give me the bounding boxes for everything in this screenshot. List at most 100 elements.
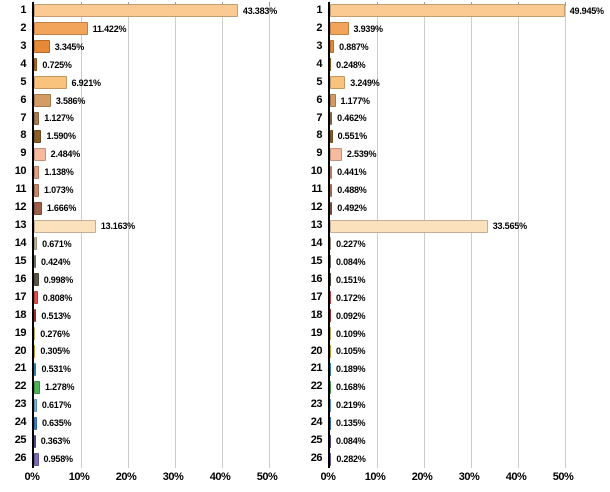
chart-row: 0.282%	[330, 450, 610, 468]
grid-line	[175, 2, 176, 468]
category-label: 20	[310, 344, 323, 357]
category-label: 17	[310, 290, 323, 303]
x-axis-labels: 0% 10% 20% 30% 40% 50%	[25, 471, 290, 487]
grid-line	[518, 2, 519, 468]
bar	[330, 255, 331, 269]
category-label: 23	[310, 398, 323, 411]
chart-row: 0.092%	[330, 307, 610, 325]
grid-line	[424, 2, 425, 468]
category-label: 23	[14, 398, 27, 411]
x-axis-tick-label: 40%	[209, 471, 231, 483]
value-label: 0.172%	[336, 292, 366, 303]
category-label: 16	[14, 272, 27, 285]
category-label: 4	[20, 57, 26, 70]
bar	[34, 58, 38, 72]
bar	[330, 380, 331, 394]
category-label: 10	[14, 165, 27, 178]
category-label: 8	[20, 129, 26, 142]
value-label: 0.958%	[43, 454, 74, 464]
category-label: 24	[310, 416, 323, 429]
bar	[330, 165, 333, 179]
value-label: 1.590%	[46, 131, 76, 142]
value-label: 49.945%	[569, 5, 604, 16]
chart-row: 0.168%	[330, 378, 610, 396]
bar	[34, 362, 37, 376]
category-label: 19	[14, 326, 27, 339]
bar	[34, 201, 42, 215]
bar	[34, 291, 38, 305]
category-label: 2	[316, 21, 322, 34]
value-label: 2.539%	[346, 149, 377, 160]
x-axis-tick-label: 0%	[24, 471, 40, 483]
x-axis-tick-label: 20%	[411, 471, 433, 483]
value-label: 0.305%	[40, 346, 70, 357]
chart-row: 11.422%	[34, 20, 290, 38]
value-label: 0.635%	[41, 418, 72, 429]
chart-row: 0.172%	[330, 289, 610, 307]
value-label: 1.278%	[45, 382, 75, 393]
chart-row: 0.635%	[34, 414, 290, 432]
category-label: 11	[311, 183, 322, 196]
value-label: 0.276%	[40, 328, 70, 339]
value-label: 1.138%	[44, 167, 74, 178]
chart-row: 0.462%	[330, 110, 610, 128]
bar	[330, 76, 346, 90]
chart-row: 49.945%	[330, 2, 610, 20]
category-label: 1	[316, 4, 322, 16]
chart-row: 0.248%	[330, 56, 610, 74]
grid-line	[222, 2, 223, 468]
value-label: 0.189%	[336, 364, 366, 375]
chart-row: 3.939%	[330, 20, 610, 38]
chart-row: 2.539%	[330, 145, 610, 163]
category-label: 21	[14, 362, 27, 375]
axis-tick	[471, 2, 472, 6]
x-axis-labels: 0% 10% 20% 30% 40% 50%	[321, 471, 610, 487]
category-label: 26	[310, 452, 323, 465]
category-label: 14	[14, 236, 27, 249]
bar	[330, 362, 331, 376]
category-label: 18	[310, 308, 323, 321]
chart-row: 0.135%	[330, 414, 610, 432]
value-label: 0.084%	[336, 256, 366, 267]
bar	[34, 4, 238, 18]
category-label: 26	[14, 452, 27, 465]
grid-line	[377, 2, 378, 468]
bar	[34, 434, 36, 448]
value-label: 0.219%	[336, 400, 366, 411]
value-label: 0.725%	[42, 59, 72, 70]
bar	[330, 94, 336, 108]
bar	[34, 219, 96, 233]
value-label: 0.135%	[336, 418, 366, 429]
x-axis-tick-label: 30%	[162, 471, 184, 483]
chart-row: 43.383%	[34, 2, 290, 20]
bar	[34, 165, 40, 179]
chart-row: 0.305%	[34, 343, 290, 361]
axis-tick	[81, 2, 82, 6]
value-label: 0.441%	[337, 167, 367, 178]
bar	[330, 416, 331, 430]
chart-row: 3.586%	[34, 92, 290, 110]
value-label: 0.617%	[41, 400, 72, 411]
bar	[34, 76, 67, 90]
y-axis-category-labels: 1 2 3 4 5 6 7 8 9 10 11 12 13 14 15 16 17 18 19 20 21 22 23 24 2…	[302, 2, 328, 468]
bar	[330, 398, 332, 412]
value-label: 0.531%	[41, 364, 71, 375]
chart-row: 0.808%	[34, 289, 290, 307]
value-label: 0.513%	[41, 310, 71, 321]
grid-line	[565, 2, 566, 468]
value-label: 0.424%	[40, 256, 71, 267]
value-label: 11.422%	[92, 23, 127, 34]
y-axis-category-labels: 1 2 3 4 5 6 7 8 9 10 11 12 13 14 15 16 17 18 19 20 21 22 23 24 2…	[6, 2, 32, 468]
category-label: 21	[310, 362, 323, 375]
bar	[330, 219, 488, 233]
category-label: 11	[15, 183, 26, 196]
chart-row: 0.151%	[330, 271, 610, 289]
chart-row: 0.531%	[34, 360, 290, 378]
bar	[330, 309, 331, 323]
value-label: 3.345%	[54, 41, 85, 52]
value-label: 1.073%	[44, 185, 74, 196]
bar	[330, 291, 331, 305]
chart-row: 13.163%	[34, 217, 290, 235]
x-axis-tick-label: 40%	[505, 471, 527, 483]
